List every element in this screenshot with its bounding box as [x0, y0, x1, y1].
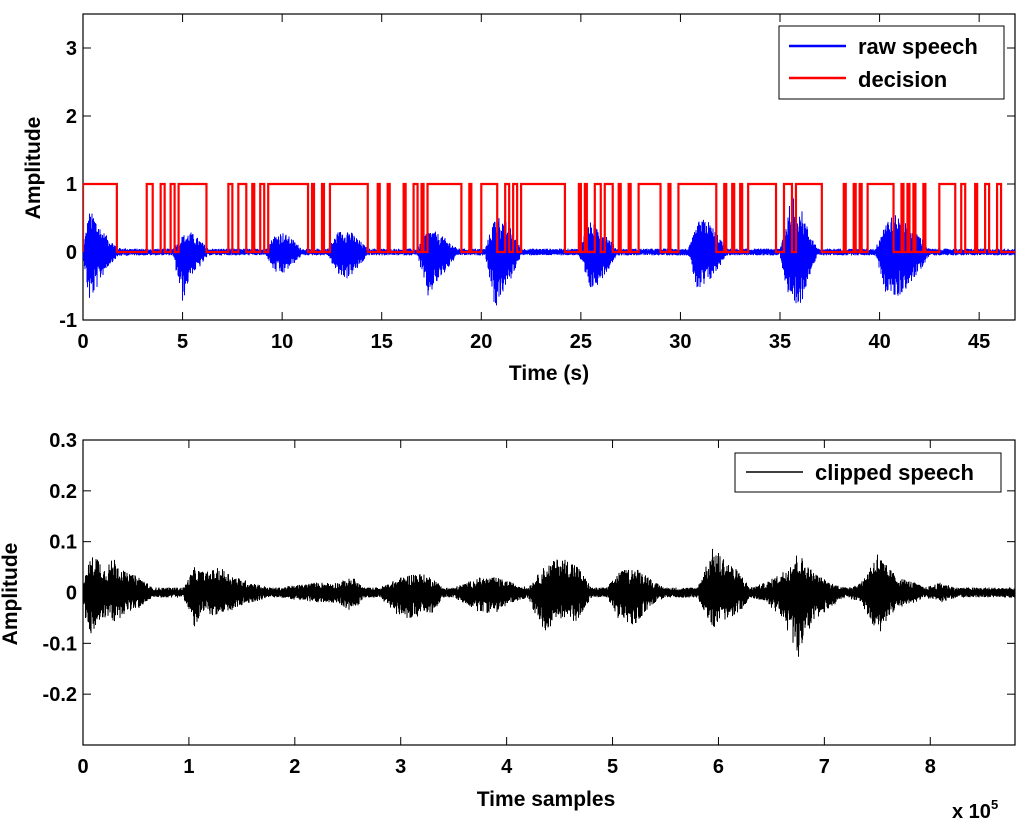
- bottom-y-tick-label: 0.2: [49, 481, 77, 503]
- top-x-tick-label: 5: [177, 331, 188, 353]
- bottom-x-axis-label: Time samples: [477, 788, 616, 811]
- top-x-tick-label: 35: [769, 331, 791, 353]
- top-y-axis-label: Amplitude: [22, 117, 45, 220]
- bottom-y-tick-label: 0.1: [49, 532, 77, 554]
- top-plot-area: [82, 13, 1016, 321]
- bottom-legend: clipped speech: [734, 452, 1002, 493]
- top-x-tick-label: 40: [868, 331, 890, 353]
- bottom-x-multiplier: x 105: [952, 797, 998, 820]
- top-x-tick-label: 45: [968, 331, 990, 353]
- bottom-series-group: [83, 548, 1015, 657]
- legend-clipped-speech-label: clipped speech: [815, 460, 974, 485]
- bottom-y-tick-label: -0.1: [43, 633, 77, 655]
- bottom-x-tick-label: 2: [289, 756, 300, 778]
- bottom-x-tick-label: 7: [819, 756, 830, 778]
- bottom-x-tick-label: 6: [713, 756, 724, 778]
- top-y-tick-label: 1: [66, 174, 77, 196]
- top-y-tick-label: -1: [59, 310, 77, 332]
- top-x-tick-label: 15: [371, 331, 393, 353]
- top-x-tick-label: 20: [470, 331, 492, 353]
- top-x-tick-label: 30: [669, 331, 691, 353]
- top-y-tick-label: 2: [66, 106, 77, 128]
- bottom-x-tick-label: 4: [501, 756, 513, 778]
- top-x-tick-label: 25: [570, 331, 592, 353]
- bottom-x-tick-label: 8: [925, 756, 936, 778]
- top-y-tick-label: 0: [66, 242, 77, 264]
- series-clipped-speech-line: [83, 548, 1015, 657]
- legend-raw-speech-label: raw speech: [858, 34, 978, 59]
- bottom-x-tick-label: 0: [77, 756, 88, 778]
- bottom-chart: 0 1 2 3 4 5 6 7 8 -0.2 -0.1 0 0.1 0.2 0.3 Time samples…: [0, 430, 1016, 820]
- top-x-tick-label: 10: [271, 331, 293, 353]
- bottom-y-tick-label: -0.2: [43, 684, 77, 706]
- bottom-y-tick-label: 0: [66, 583, 77, 605]
- bottom-x-axis-ticks: 0 1 2 3 4 5 6 7 8 -0.2 -0.1 0 0.1 0.2 0.3: [43, 430, 1015, 778]
- top-series-group: [83, 182, 1015, 306]
- legend-decision-label: decision: [858, 67, 947, 92]
- bottom-x-tick-label: 3: [395, 756, 406, 778]
- top-x-axis-label: Time (s): [509, 362, 589, 385]
- bottom-x-tick-label: 1: [183, 756, 194, 778]
- series-decision-line: [83, 182, 1015, 254]
- bottom-y-tick-label: 0.3: [49, 430, 77, 452]
- top-x-tick-label: 0: [77, 331, 88, 353]
- top-legend: raw speech decision: [778, 25, 1005, 100]
- bottom-y-axis-label: Amplitude: [0, 543, 22, 646]
- top-legend-box: [778, 25, 1005, 100]
- bottom-x-tick-label: 5: [607, 756, 618, 778]
- top-y-tick-label: 3: [66, 38, 77, 60]
